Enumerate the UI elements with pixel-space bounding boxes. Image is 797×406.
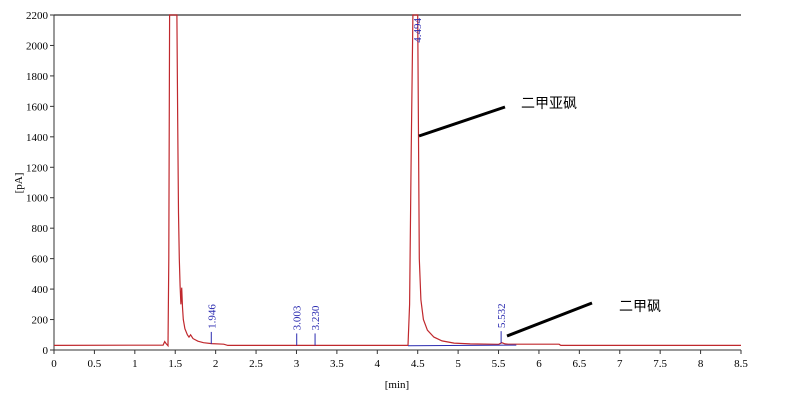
- peak-label: 3.230: [310, 305, 322, 330]
- y-tick-label: 400: [32, 284, 49, 296]
- peak-label: 1.946: [206, 304, 218, 329]
- annotation-dmso2: 二甲砜: [619, 299, 661, 315]
- x-tick-label: 2: [213, 358, 219, 370]
- peak-label: 3.003: [292, 305, 304, 330]
- y-tick-label: 2000: [26, 40, 49, 52]
- y-tick-label: 200: [32, 315, 49, 327]
- axes: 0 0.5 1 1.5 2 2.5 3 3.5 4 4.5 5 5.5 6 6.5 7 7.5 8 8.5 0 200…: [26, 10, 748, 370]
- y-tick-label: 1200: [26, 162, 49, 174]
- x-tick-label: 8: [698, 358, 704, 370]
- annotation-pointer: [418, 105, 506, 138]
- x-tick-label: 1.5: [168, 358, 182, 370]
- x-tick-label: 3: [294, 358, 300, 370]
- x-tick-label: 1: [132, 358, 138, 370]
- y-tick-label: 1800: [26, 71, 49, 83]
- y-tick-label: 1600: [26, 101, 49, 113]
- x-axis-label: [min]: [385, 379, 409, 391]
- y-tick-label: 600: [32, 254, 49, 266]
- x-tick-label: 4.5: [411, 358, 425, 370]
- y-tick-label: 2200: [26, 10, 49, 22]
- y-tick-label: 0: [43, 345, 49, 357]
- x-tick-label: 5: [455, 358, 461, 370]
- annotation-pointer: [506, 301, 593, 338]
- x-tick-label: 4: [375, 358, 381, 370]
- x-tick-label: 8.5: [734, 358, 748, 370]
- peak-label: 5.532: [496, 303, 508, 328]
- y-tick-label: 800: [32, 223, 49, 235]
- signal-trace: [53, 14, 741, 348]
- x-tick-label: 7: [617, 358, 623, 370]
- annotation-dmso: 二甲亚砜: [521, 96, 577, 112]
- y-axis-label: [pA]: [13, 173, 25, 194]
- plot-area: 1.946 3.003 3.230 4.494 5.532: [53, 14, 741, 348]
- x-tick-label: 0: [51, 358, 57, 370]
- integration-baseline: [408, 344, 517, 347]
- y-tick-label: 1000: [26, 193, 49, 205]
- x-tick-label: 6: [536, 358, 542, 370]
- x-tick-label: 7.5: [653, 358, 667, 370]
- y-tick-label: 1400: [26, 132, 49, 144]
- x-tick-label: 2.5: [249, 358, 263, 370]
- x-tick-label: 0.5: [88, 358, 102, 370]
- peak-label: 4.494: [412, 18, 424, 43]
- x-tick-label: 5.5: [492, 358, 506, 370]
- x-tick-label: 3.5: [330, 358, 344, 370]
- x-tick-label: 6.5: [572, 358, 586, 370]
